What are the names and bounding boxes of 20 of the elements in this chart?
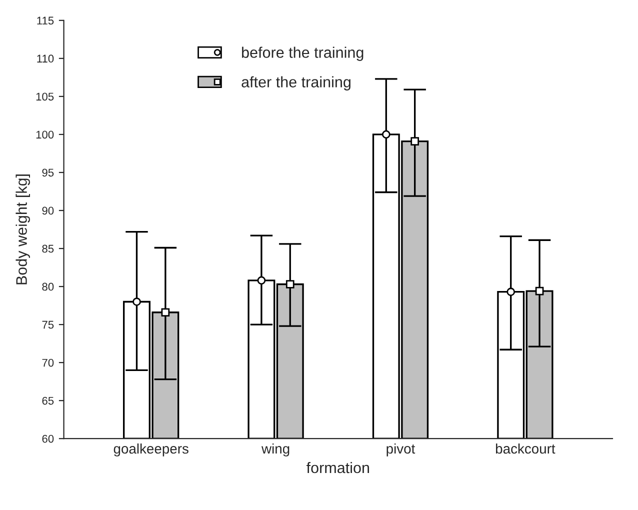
y-tick-label: 80 (42, 282, 54, 291)
y-tick-label: 110 (37, 54, 54, 63)
y-tick-label: 70 (42, 358, 54, 367)
y-tick-label: 95 (42, 168, 54, 177)
legend-label: before the training (242, 46, 364, 61)
y-axis-title: Body weight [kg] (16, 174, 30, 284)
x-tick-label: backcourt (496, 443, 556, 454)
x-tick-label: goalkeepers (114, 443, 188, 456)
y-tick-label: 85 (42, 244, 54, 253)
y-tick-label: 115 (37, 16, 54, 25)
y-tick-label: 105 (36, 92, 54, 101)
y-tick-label: 60 (42, 434, 54, 443)
legend-label: after the training (242, 76, 350, 90)
y-tick-label: 90 (42, 206, 54, 215)
x-axis-title: formation (306, 462, 369, 474)
y-tick-label: 65 (42, 396, 54, 405)
x-tick-label: wing (261, 443, 290, 456)
y-tick-label: 100 (36, 130, 54, 139)
y-tick-label: 75 (42, 320, 54, 329)
x-tick-label: pivot (386, 443, 416, 456)
